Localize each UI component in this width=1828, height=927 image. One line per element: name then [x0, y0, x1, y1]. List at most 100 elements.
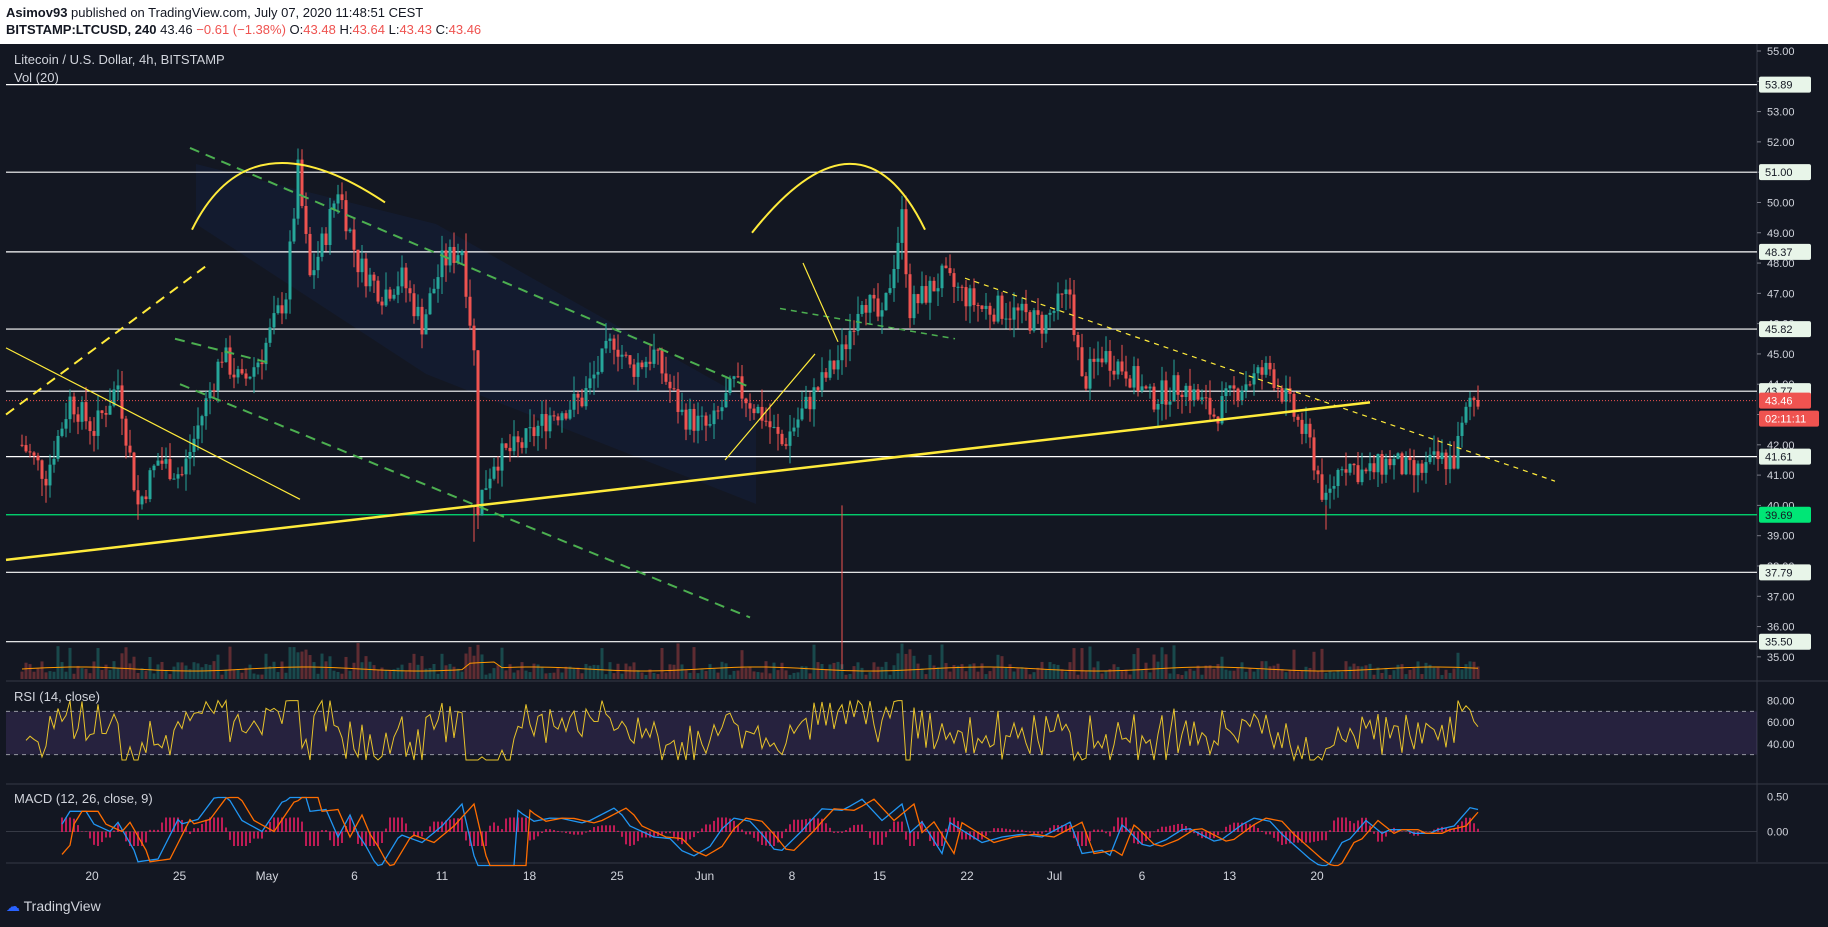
volume-bar	[1284, 672, 1288, 679]
macd-histogram-bar	[789, 824, 791, 832]
support-trendline	[5, 401, 1371, 562]
volume-bar	[584, 663, 588, 679]
macd-histogram-bar	[1033, 831, 1035, 834]
candle-body	[940, 265, 944, 289]
volume-bar	[1292, 649, 1296, 679]
macd-histogram-bar	[881, 831, 883, 845]
volume-bar	[692, 647, 696, 679]
volume-bar	[396, 667, 400, 679]
candle-body	[776, 426, 780, 434]
x-tick-label: 13	[1223, 869, 1237, 883]
volume-bar	[484, 674, 488, 679]
volume-bar	[348, 670, 352, 679]
candle-body	[388, 289, 392, 299]
volume-bar	[1388, 674, 1392, 679]
macd-histogram-bar	[273, 817, 275, 832]
candle-body	[120, 385, 124, 419]
candle-body	[1464, 406, 1468, 423]
candle-body	[1124, 371, 1128, 379]
volume-bar	[820, 663, 824, 679]
candle-body	[1128, 378, 1132, 388]
level-tag	[1759, 564, 1811, 581]
candle-body	[728, 378, 732, 393]
volume-bar	[252, 673, 256, 679]
macd-histogram-bar	[325, 830, 327, 832]
candle-body	[1204, 397, 1208, 399]
candle-body	[836, 360, 840, 370]
macd-histogram-bar	[585, 831, 587, 833]
volume-bar	[1112, 664, 1116, 679]
candle-body	[124, 418, 128, 446]
volume-bar	[76, 665, 80, 679]
volume-bar	[528, 672, 532, 679]
publisher-name[interactable]: Asimov93	[6, 5, 68, 20]
candle-body	[1368, 463, 1372, 472]
candle-body	[404, 267, 408, 289]
candle-body	[92, 431, 96, 436]
volume-bar	[1340, 671, 1344, 679]
volume-bar	[944, 663, 948, 679]
candle-body	[736, 376, 740, 378]
candle-body	[184, 458, 188, 475]
candle-body	[792, 427, 796, 432]
macd-histogram-bar	[921, 820, 923, 832]
candle-body	[1076, 334, 1080, 348]
candle-body	[196, 425, 200, 439]
volume-bar	[1312, 651, 1316, 679]
price-chart[interactable]: 55.0054.0053.0052.0051.0050.0049.0048.00…	[0, 44, 1828, 888]
volume-bar	[144, 670, 148, 679]
candle-body	[752, 408, 756, 414]
candle-body	[1472, 397, 1476, 400]
macd-histogram-bar	[61, 817, 63, 832]
volume-bar	[1104, 670, 1108, 679]
volume-bar	[1192, 670, 1196, 679]
macd-histogram-bar	[1225, 826, 1227, 832]
candle-body	[772, 426, 776, 428]
volume-bar	[752, 671, 756, 679]
macd-histogram-bar	[833, 831, 835, 833]
macd-histogram-bar	[645, 831, 647, 838]
candle-body	[820, 372, 824, 390]
macd-histogram-bar	[137, 831, 139, 846]
level-tag-label: 37.79	[1765, 567, 1793, 579]
volume-bar	[568, 666, 572, 679]
candle-body	[1288, 388, 1292, 394]
volume-bar	[132, 656, 136, 679]
macd-histogram-bar	[341, 831, 343, 843]
volume-bar	[1280, 669, 1284, 679]
candle-body	[1200, 397, 1204, 400]
candle-body	[68, 396, 72, 420]
candle-body	[212, 390, 216, 392]
y-tick-label: 41.00	[1767, 470, 1795, 482]
candle-body	[848, 330, 852, 350]
macd-histogram-bar	[113, 830, 115, 832]
candle-body	[1052, 311, 1056, 313]
macd-histogram-bar	[1305, 831, 1307, 843]
candle-body	[716, 410, 720, 412]
macd-histogram-bar	[901, 821, 903, 832]
level-tag-label: 48.37	[1765, 247, 1793, 259]
macd-histogram-bar	[1081, 831, 1083, 846]
volume-bar	[704, 670, 708, 679]
macd-histogram-bar	[989, 831, 991, 833]
volume-bar	[1244, 671, 1248, 679]
candle-body	[252, 367, 256, 377]
volume-bar	[924, 674, 928, 679]
candle-body	[256, 362, 260, 368]
volume-bar	[400, 664, 404, 679]
volume-bar	[524, 670, 528, 679]
volume-bar	[876, 666, 880, 679]
tradingview-logo[interactable]: ☁ TradingView	[6, 898, 101, 915]
volume-bar	[212, 661, 216, 679]
macd-histogram-bar	[177, 817, 179, 832]
volume-bar	[104, 664, 108, 679]
volume-bar	[756, 672, 760, 679]
macd-histogram-bar	[297, 817, 299, 832]
macd-histogram-bar	[181, 819, 183, 832]
macd-histogram-bar	[1013, 829, 1015, 832]
candle-body	[1260, 367, 1264, 375]
level-tag	[1759, 633, 1811, 650]
macd-histogram-bar	[1025, 830, 1027, 832]
volume-bar	[1260, 661, 1264, 679]
candle-body	[1408, 457, 1412, 461]
